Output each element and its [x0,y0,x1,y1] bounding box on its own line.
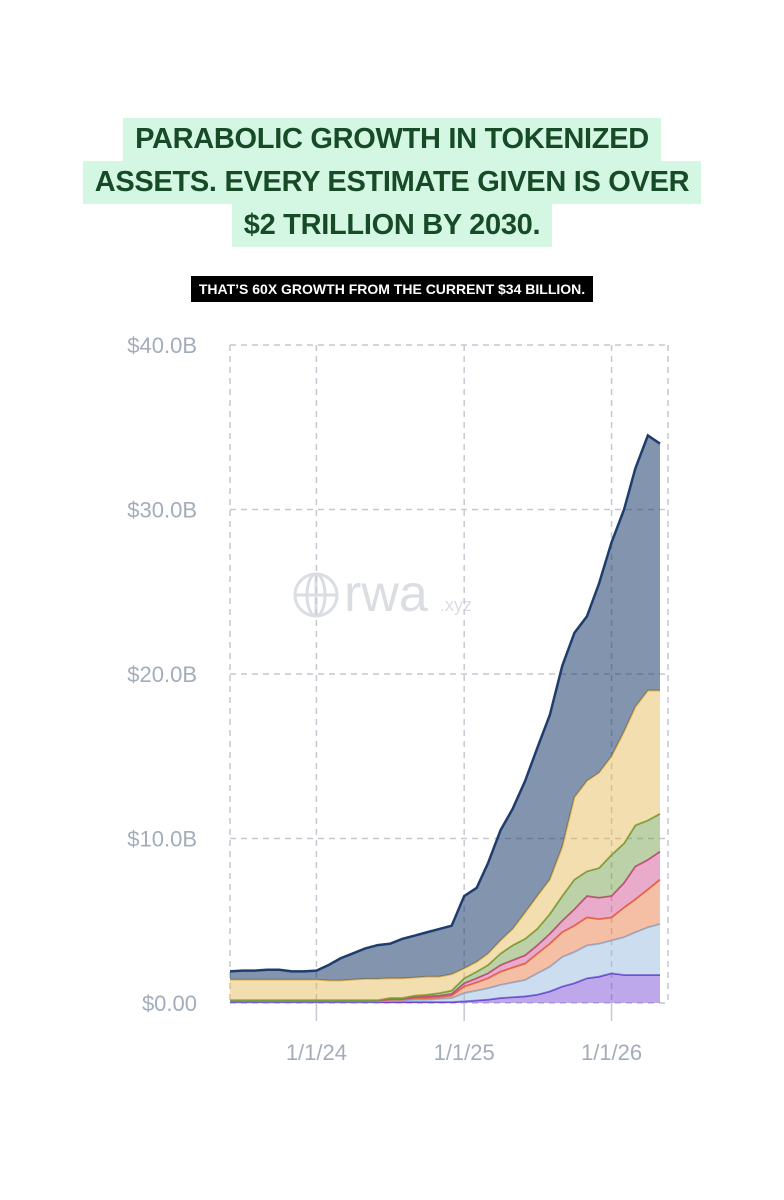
watermark-suffix: .xyz [440,595,472,615]
title-line: ASSETS. EVERY ESTIMATE GIVEN IS OVER [82,161,702,204]
y-tick-label: $30.0B [127,498,197,523]
areas [229,433,661,1004]
x-tick-label: 1/1/24 [286,1040,347,1065]
series-line [229,433,661,973]
y-tick-label: $10.0B [127,827,197,852]
subtitle: THAT’S 60X GROWTH FROM THE CURRENT $34 B… [190,276,594,302]
x-tick-label: 1/1/25 [434,1040,495,1065]
area [230,973,660,1003]
area [230,924,660,1003]
title-block: PARABOLIC GROWTH IN TOKENIZED ASSETS. EVE… [0,118,784,247]
area [230,813,660,1001]
area [230,435,660,981]
area [230,690,660,1001]
x-tick-label: 1/1/26 [581,1040,642,1065]
watermark-main: rwa [344,565,428,623]
title-line: PARABOLIC GROWTH IN TOKENIZED [123,118,661,161]
subtitle-block: THAT’S 60X GROWTH FROM THE CURRENT $34 B… [0,276,784,302]
watermark: rwa .xyz [293,565,472,623]
axes: $0.00 $10.0B $20.0B $30.0B $40.0B 1/1/24 1/1/2… [127,333,642,1065]
y-tick-label: $20.0B [127,662,197,687]
area [230,879,660,1002]
y-tick-label: $40.0B [127,333,197,358]
y-tick-label: $0.00 [142,991,197,1016]
series-line [230,813,661,1002]
title-line: $2 TRILLION BY 2030. [231,204,553,247]
